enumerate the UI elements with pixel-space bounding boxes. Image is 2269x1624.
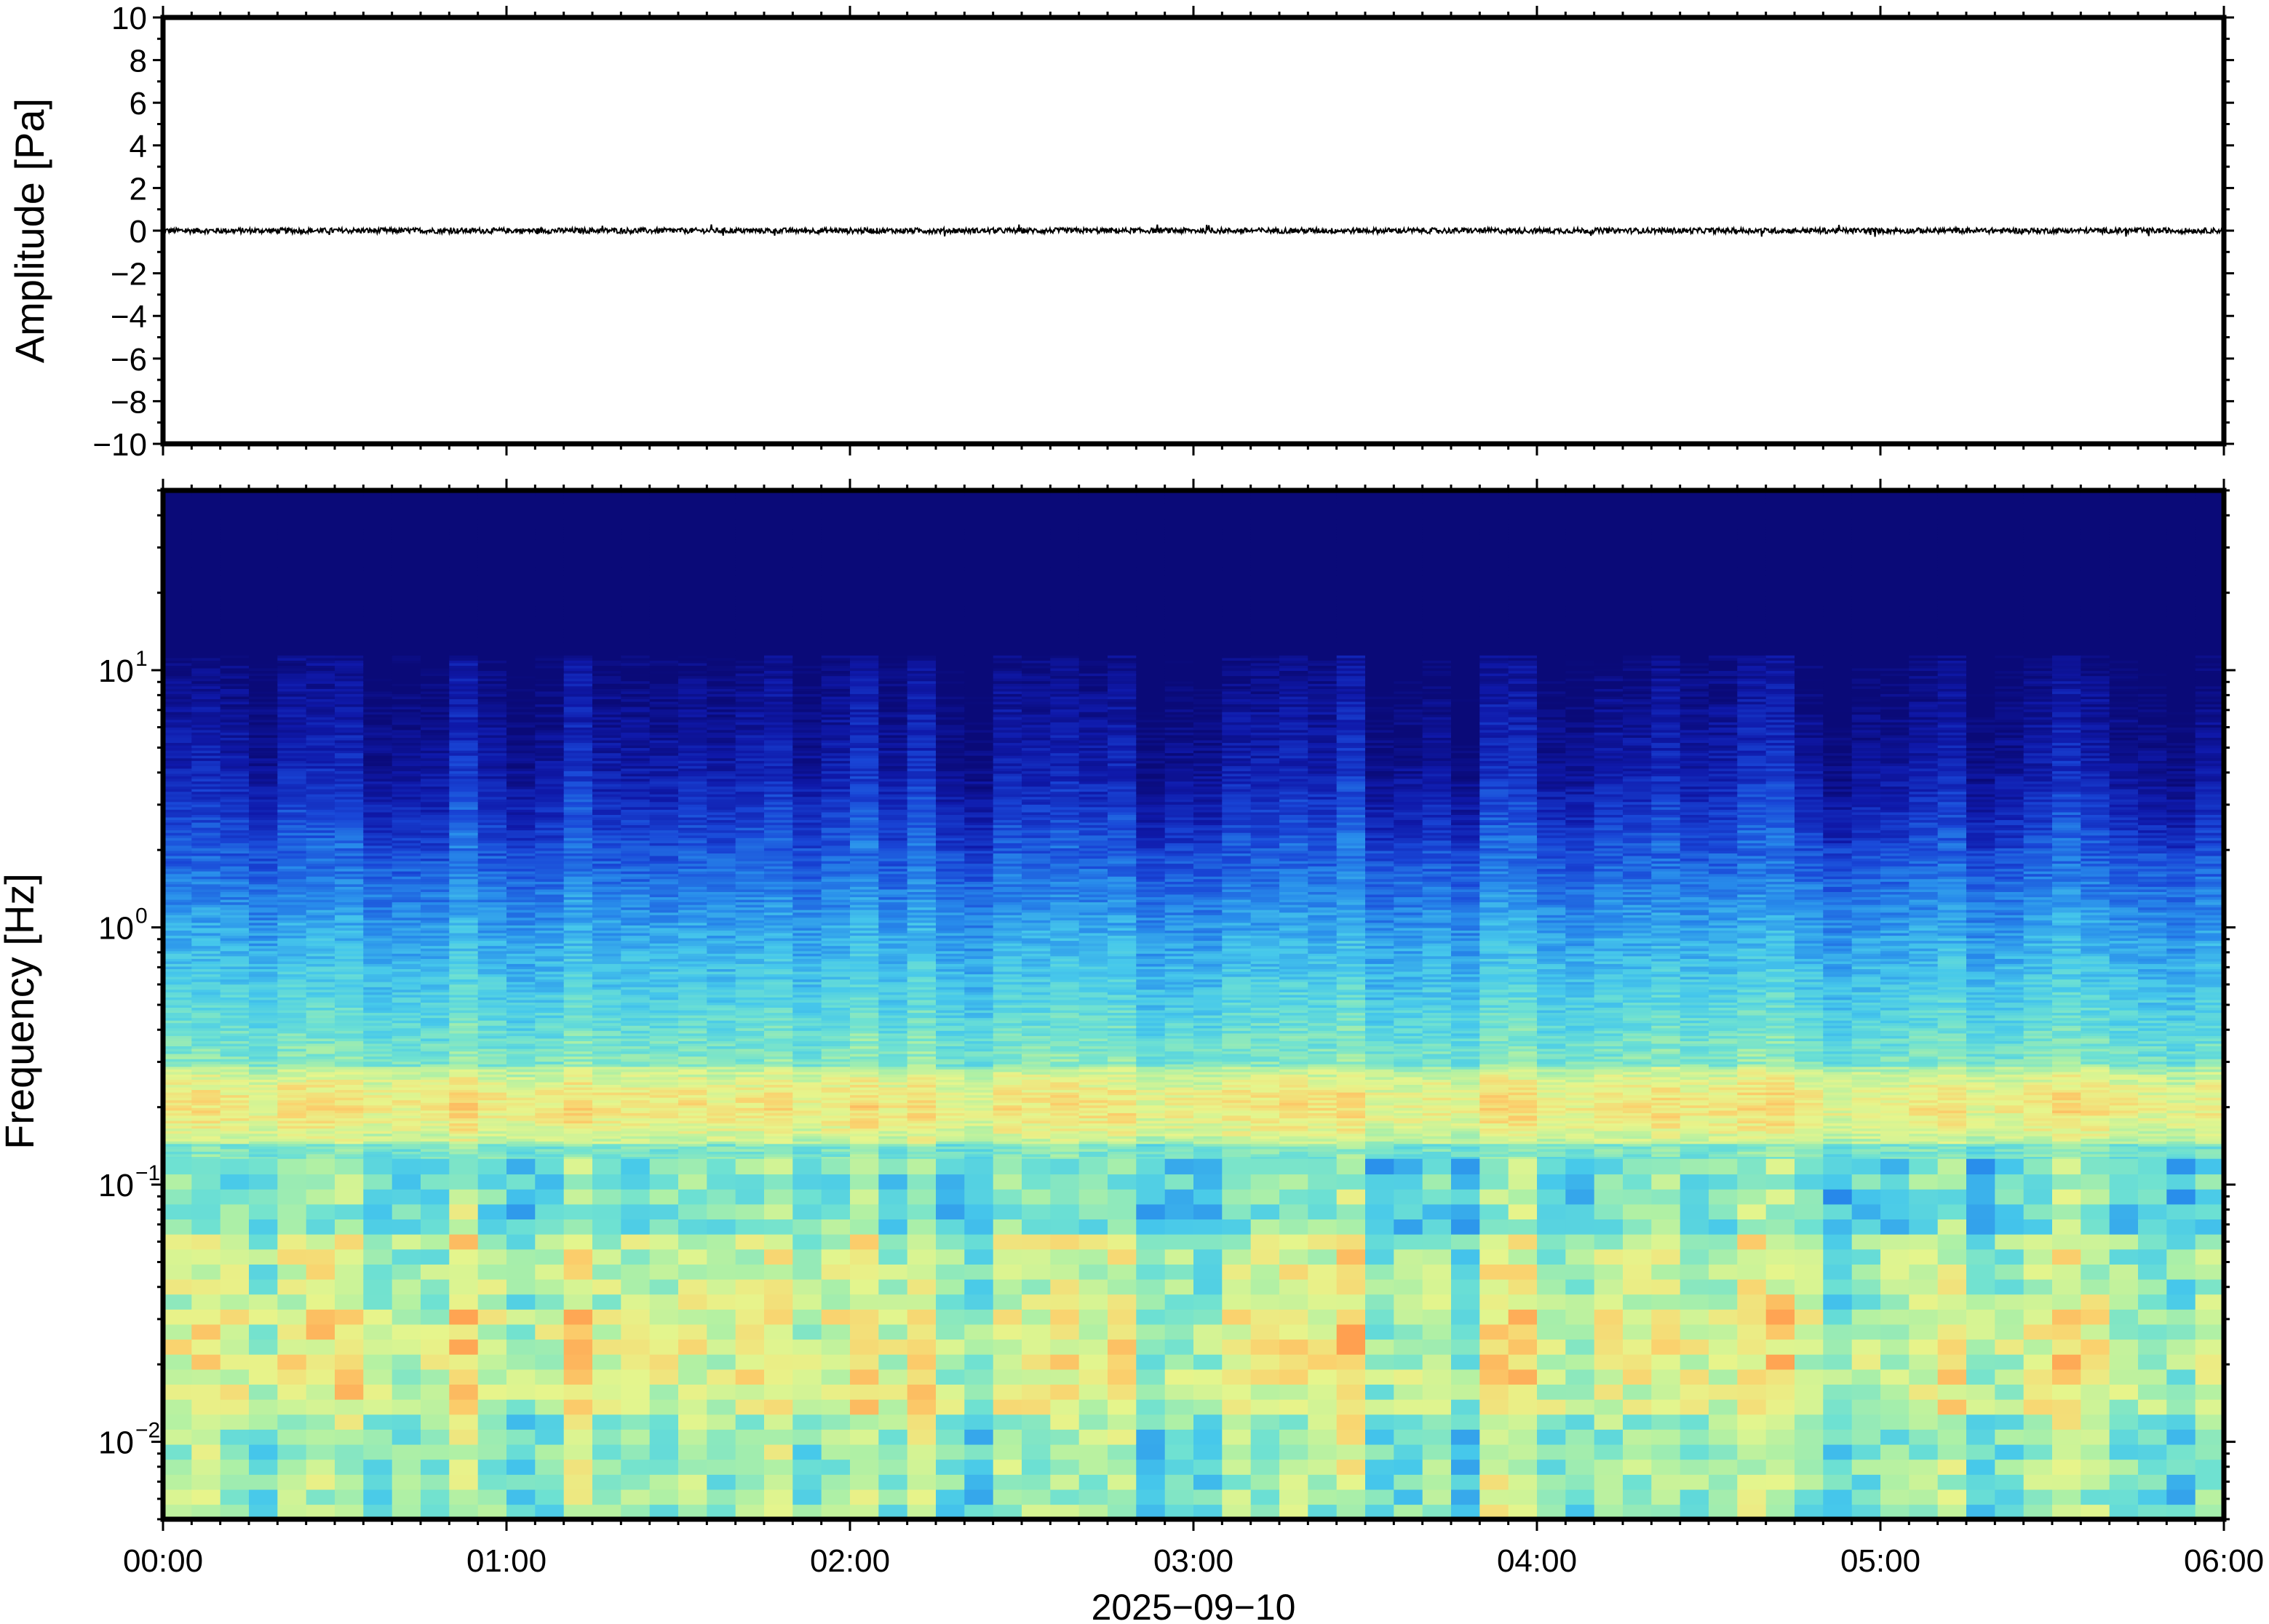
amplitude-y-axis-label: Amplitude [Pa]	[7, 98, 52, 363]
amplitude-y-tick-label: 8	[130, 44, 147, 79]
spectrogram-cells	[163, 490, 2225, 1520]
amplitude-y-tick-label: 4	[130, 129, 147, 164]
amplitude-y-tick-label: 10	[111, 1, 147, 36]
amplitude-y-tick-label: −8	[111, 384, 147, 420]
amplitude-y-tick-label: 6	[130, 86, 147, 122]
amplitude-y-tick-label: 0	[130, 214, 147, 250]
amplitude-y-tick-label: −2	[111, 257, 147, 292]
amplitude-panel: 10 8 6 4 2 0 −2 −4 −6 −8 −10 Amplitude [Pa]	[7, 1, 2234, 463]
amplitude-y-tick-label: −6	[111, 342, 147, 378]
amplitude-trace	[163, 225, 2224, 237]
amplitude-y-tick-label: −10	[92, 427, 147, 463]
amplitude-y-tick-label: −4	[111, 299, 147, 335]
amplitude-y-tick-label: 2	[130, 171, 147, 207]
